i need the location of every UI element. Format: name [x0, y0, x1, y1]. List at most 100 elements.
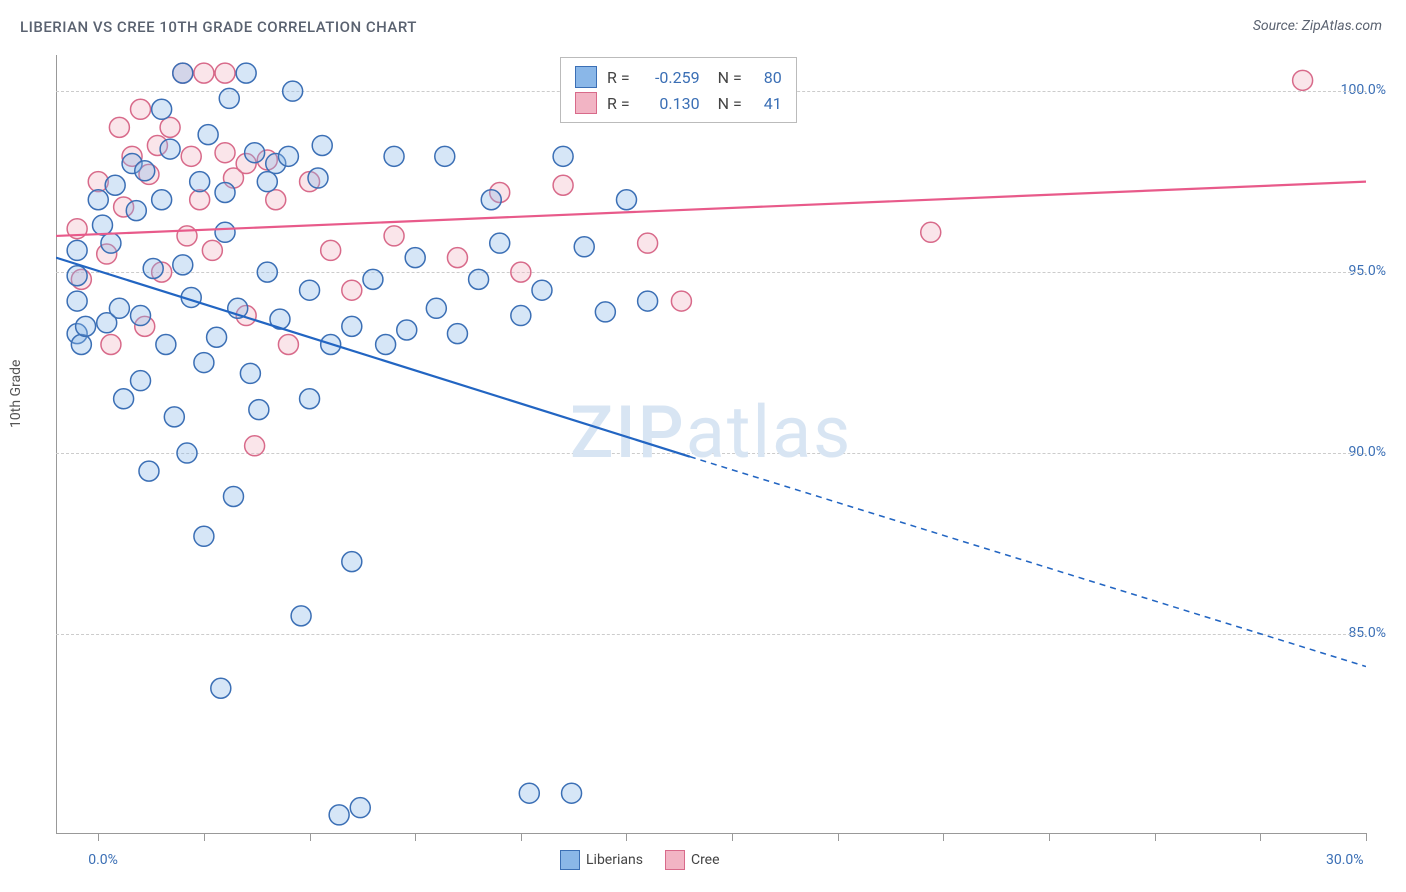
stats-row-cree: R = 0.130 N = 41: [575, 90, 782, 116]
data-point: [447, 248, 467, 268]
n-label: N =: [718, 68, 742, 87]
legend-label-cree: Cree: [691, 852, 720, 868]
data-point: [300, 280, 320, 300]
swatch-liberians: [575, 66, 597, 88]
data-point: [109, 298, 129, 318]
data-point: [194, 526, 214, 546]
data-point: [376, 334, 396, 354]
data-point: [139, 461, 159, 481]
data-point: [384, 226, 404, 246]
data-point: [105, 175, 125, 195]
data-point: [131, 371, 151, 391]
data-point: [236, 63, 256, 83]
data-point: [211, 678, 231, 698]
data-point: [363, 269, 383, 289]
data-point: [215, 183, 235, 203]
data-point: [638, 291, 658, 311]
data-point: [194, 63, 214, 83]
data-point: [67, 240, 87, 260]
legend-label-liberians: Liberians: [586, 852, 643, 868]
data-point: [164, 407, 184, 427]
data-point: [126, 201, 146, 221]
source-label: Source: ZipAtlas.com: [1253, 18, 1382, 34]
data-point: [469, 269, 489, 289]
legend-swatch-cree: [665, 850, 685, 870]
legend-item-liberians: Liberians: [560, 850, 643, 870]
data-point: [215, 143, 235, 163]
scatter-plot: [56, 55, 1366, 833]
data-point: [595, 302, 615, 322]
data-point: [447, 324, 467, 344]
x-tick-label: 30.0%: [1326, 852, 1364, 868]
r-label: R =: [607, 94, 630, 113]
data-point: [308, 168, 328, 188]
data-point: [574, 237, 594, 257]
data-point: [257, 262, 277, 282]
data-point: [481, 190, 501, 210]
data-point: [109, 117, 129, 137]
data-point: [397, 320, 417, 340]
trend-line: [56, 182, 1366, 236]
data-point: [207, 327, 227, 347]
data-point: [426, 298, 446, 318]
y-axis-label: 10th Grade: [8, 360, 24, 428]
data-point: [67, 266, 87, 286]
data-point: [278, 146, 298, 166]
data-point: [135, 161, 155, 181]
data-point: [249, 400, 269, 420]
data-point: [215, 222, 235, 242]
x-tick: [943, 833, 944, 841]
data-point: [350, 798, 370, 818]
x-tick: [415, 833, 416, 841]
data-point: [215, 63, 235, 83]
data-point: [240, 363, 260, 383]
data-point: [291, 606, 311, 626]
data-point: [245, 143, 265, 163]
data-point: [511, 262, 531, 282]
x-tick: [1366, 833, 1367, 841]
data-point: [342, 280, 362, 300]
data-point: [283, 81, 303, 101]
x-tick: [204, 833, 205, 841]
data-point: [562, 783, 582, 803]
data-point: [160, 139, 180, 159]
data-point: [160, 117, 180, 137]
data-point: [177, 443, 197, 463]
data-point: [76, 316, 96, 336]
chart-title: LIBERIAN VS CREE 10TH GRADE CORRELATION …: [20, 18, 417, 36]
data-point: [194, 353, 214, 373]
swatch-cree: [575, 92, 597, 114]
data-point: [190, 190, 210, 210]
data-point: [384, 146, 404, 166]
data-point: [181, 146, 201, 166]
legend-item-cree: Cree: [665, 850, 720, 870]
r-value-liberians: -0.259: [640, 68, 700, 87]
x-tick: [626, 833, 627, 841]
data-point: [435, 146, 455, 166]
x-tick-label: 0.0%: [88, 852, 118, 868]
data-point: [329, 805, 349, 825]
x-tick: [1049, 833, 1050, 841]
x-tick: [98, 833, 99, 841]
data-point: [190, 172, 210, 192]
stats-legend-box: R = -0.259 N = 80 R = 0.130 N = 41: [560, 57, 797, 123]
data-point: [71, 334, 91, 354]
x-tick: [1155, 833, 1156, 841]
data-point: [266, 190, 286, 210]
legend-swatch-liberians: [560, 850, 580, 870]
data-point: [616, 190, 636, 210]
data-point: [152, 99, 172, 119]
data-point: [88, 190, 108, 210]
x-tick: [521, 833, 522, 841]
x-tick: [838, 833, 839, 841]
n-label: N =: [718, 94, 742, 113]
data-point: [152, 190, 172, 210]
data-point: [219, 88, 239, 108]
r-label: R =: [607, 68, 630, 87]
bottom-legend: Liberians Cree: [560, 850, 720, 870]
data-point: [131, 99, 151, 119]
data-point: [300, 389, 320, 409]
n-value-cree: 41: [752, 94, 782, 113]
data-point: [257, 172, 277, 192]
data-point: [92, 215, 112, 235]
